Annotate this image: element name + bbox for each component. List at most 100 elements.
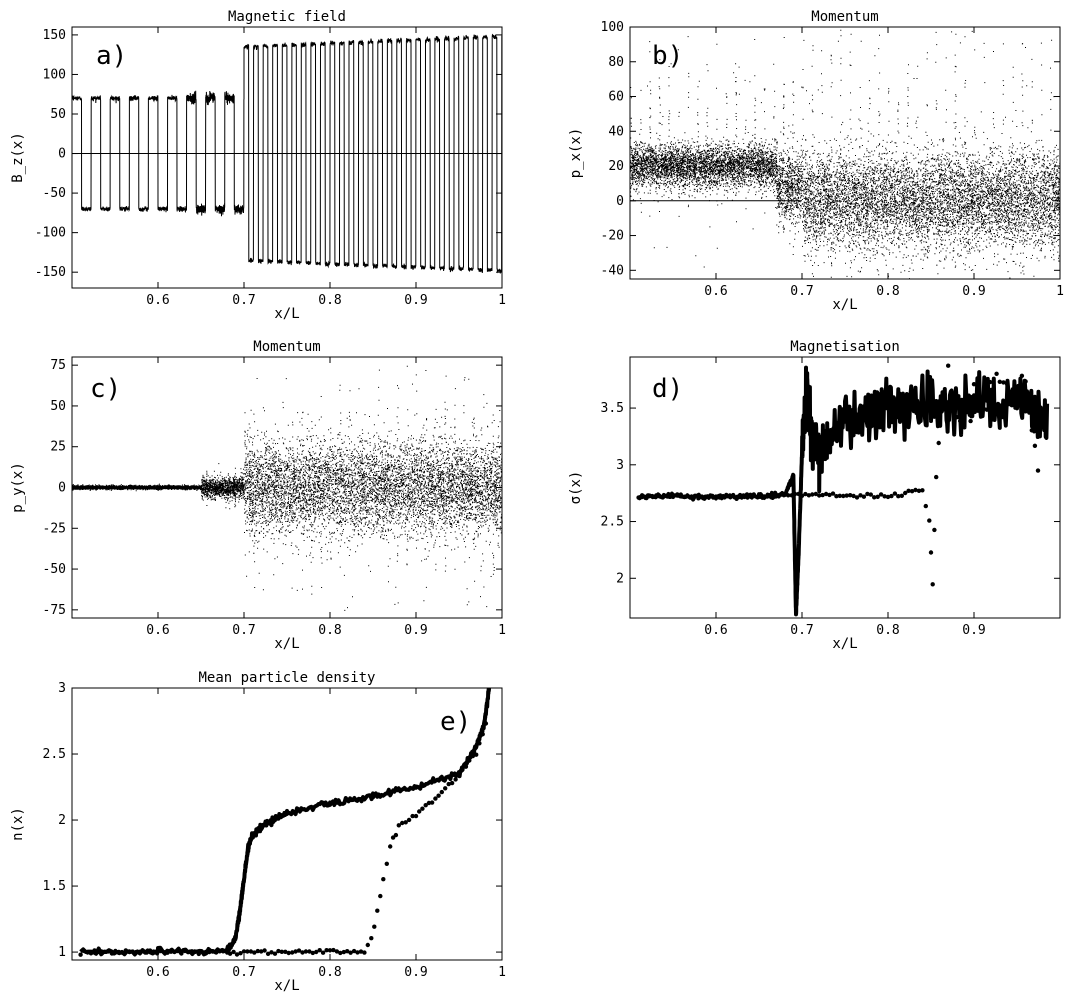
series-dot [388, 844, 393, 849]
x-tick-label: 0.7 [790, 623, 813, 638]
series-dot [102, 949, 108, 954]
x-axis-label: x/L [274, 978, 299, 992]
series-dot [865, 491, 870, 497]
series-dot [678, 492, 683, 497]
series-dot [984, 407, 990, 412]
panel-label: a) [96, 41, 127, 71]
series-dot [200, 949, 205, 955]
y-axis-label: p_x(x) [568, 128, 584, 179]
panel-magnetic-field: 0.6 0.7 0.8 0.9 1 -150 -100 -50 0 50 100 150 Magneti… [10, 9, 506, 322]
x-tick-label: 0.8 [318, 965, 341, 980]
y-tick-label: -75 [43, 603, 66, 618]
series-dot [928, 550, 934, 555]
series-dot [348, 950, 353, 955]
series-dot [403, 820, 408, 825]
series-dot [429, 800, 435, 805]
panel-momentum-px: 0.6 0.7 0.8 0.9 1 -40 -20 0 20 40 60 80 100 Momentum x… [568, 9, 1064, 313]
series-dot [772, 492, 777, 497]
series-dot [906, 488, 911, 493]
plot-area [72, 33, 502, 274]
series-dot [334, 949, 340, 954]
series-dot [279, 949, 284, 954]
series-dot [896, 494, 901, 499]
plot-area [78, 688, 492, 957]
y-tick-label: 75 [50, 358, 66, 373]
series-dot [968, 418, 973, 424]
series-dot [1029, 428, 1035, 433]
series-dot [854, 495, 860, 500]
series-dot [477, 741, 482, 746]
series-dot [724, 492, 729, 498]
series-dot [355, 950, 360, 955]
panel-label: c) [90, 374, 121, 404]
series-dot [168, 949, 174, 954]
series-dot [351, 948, 357, 954]
series-dot [324, 948, 329, 953]
chart-title: Momentum [253, 339, 320, 355]
plot-frame [71, 687, 503, 961]
x-tick-label: 0.8 [318, 293, 341, 308]
series-dot [189, 949, 195, 954]
series-dot [161, 950, 167, 955]
series-dot [913, 487, 918, 493]
y-tick-label: 100 [43, 67, 66, 82]
series-dot [932, 527, 937, 533]
chart-title: Magnetic field [228, 9, 346, 25]
y-tick-label: 2.5 [601, 515, 624, 530]
series-dot [127, 949, 132, 954]
series-dot [875, 494, 880, 499]
series-dot [717, 495, 722, 500]
x-tick-label: 0.7 [232, 293, 255, 308]
series-dot [81, 948, 87, 954]
series-dot [948, 394, 954, 399]
plot-frame [629, 26, 1061, 280]
series-dot [799, 493, 805, 498]
series-dot [130, 949, 135, 954]
series-dot [858, 493, 863, 498]
x-axis-label: x/L [832, 636, 857, 652]
series-dot [381, 877, 386, 882]
series-solid [636, 365, 1050, 617]
series-dot [196, 951, 201, 957]
series-dot [803, 491, 808, 497]
series-dot [99, 949, 104, 954]
series-dot [182, 948, 188, 954]
series-dot [446, 781, 451, 787]
x-tick-label: 0.6 [146, 965, 169, 980]
series-dot [951, 403, 957, 408]
series-dot [436, 793, 441, 798]
series-dot [706, 494, 712, 500]
series-dot [303, 949, 309, 954]
x-tick-label: 0.9 [404, 965, 427, 980]
y-tick-label: 2 [58, 813, 66, 828]
series-dot [241, 949, 247, 954]
series-dot [837, 493, 842, 498]
series-dot [768, 494, 774, 499]
series-dot [1023, 379, 1028, 384]
series-dot [844, 493, 849, 498]
series-dot [420, 806, 425, 811]
y-tick-label: 3.5 [601, 401, 624, 416]
series-dot [782, 491, 787, 497]
series-dot [689, 494, 694, 499]
series-dot [154, 951, 160, 956]
series-dot [975, 400, 980, 405]
series-dot [320, 950, 326, 955]
series-dot [410, 813, 415, 819]
series-dot [214, 950, 219, 955]
series-dot [978, 401, 983, 406]
series-dot [823, 491, 829, 497]
series-dot [647, 494, 652, 499]
series-dot [259, 949, 264, 954]
series-dot [453, 777, 458, 782]
series-dot [727, 493, 732, 498]
series-dot [958, 418, 963, 424]
series-dot [307, 949, 312, 954]
series-dot [792, 491, 798, 497]
series-dot [751, 492, 756, 497]
series-dot [467, 758, 472, 763]
series-dot [991, 392, 996, 397]
series-dot [834, 494, 839, 499]
y-tick-label: 40 [608, 124, 624, 139]
